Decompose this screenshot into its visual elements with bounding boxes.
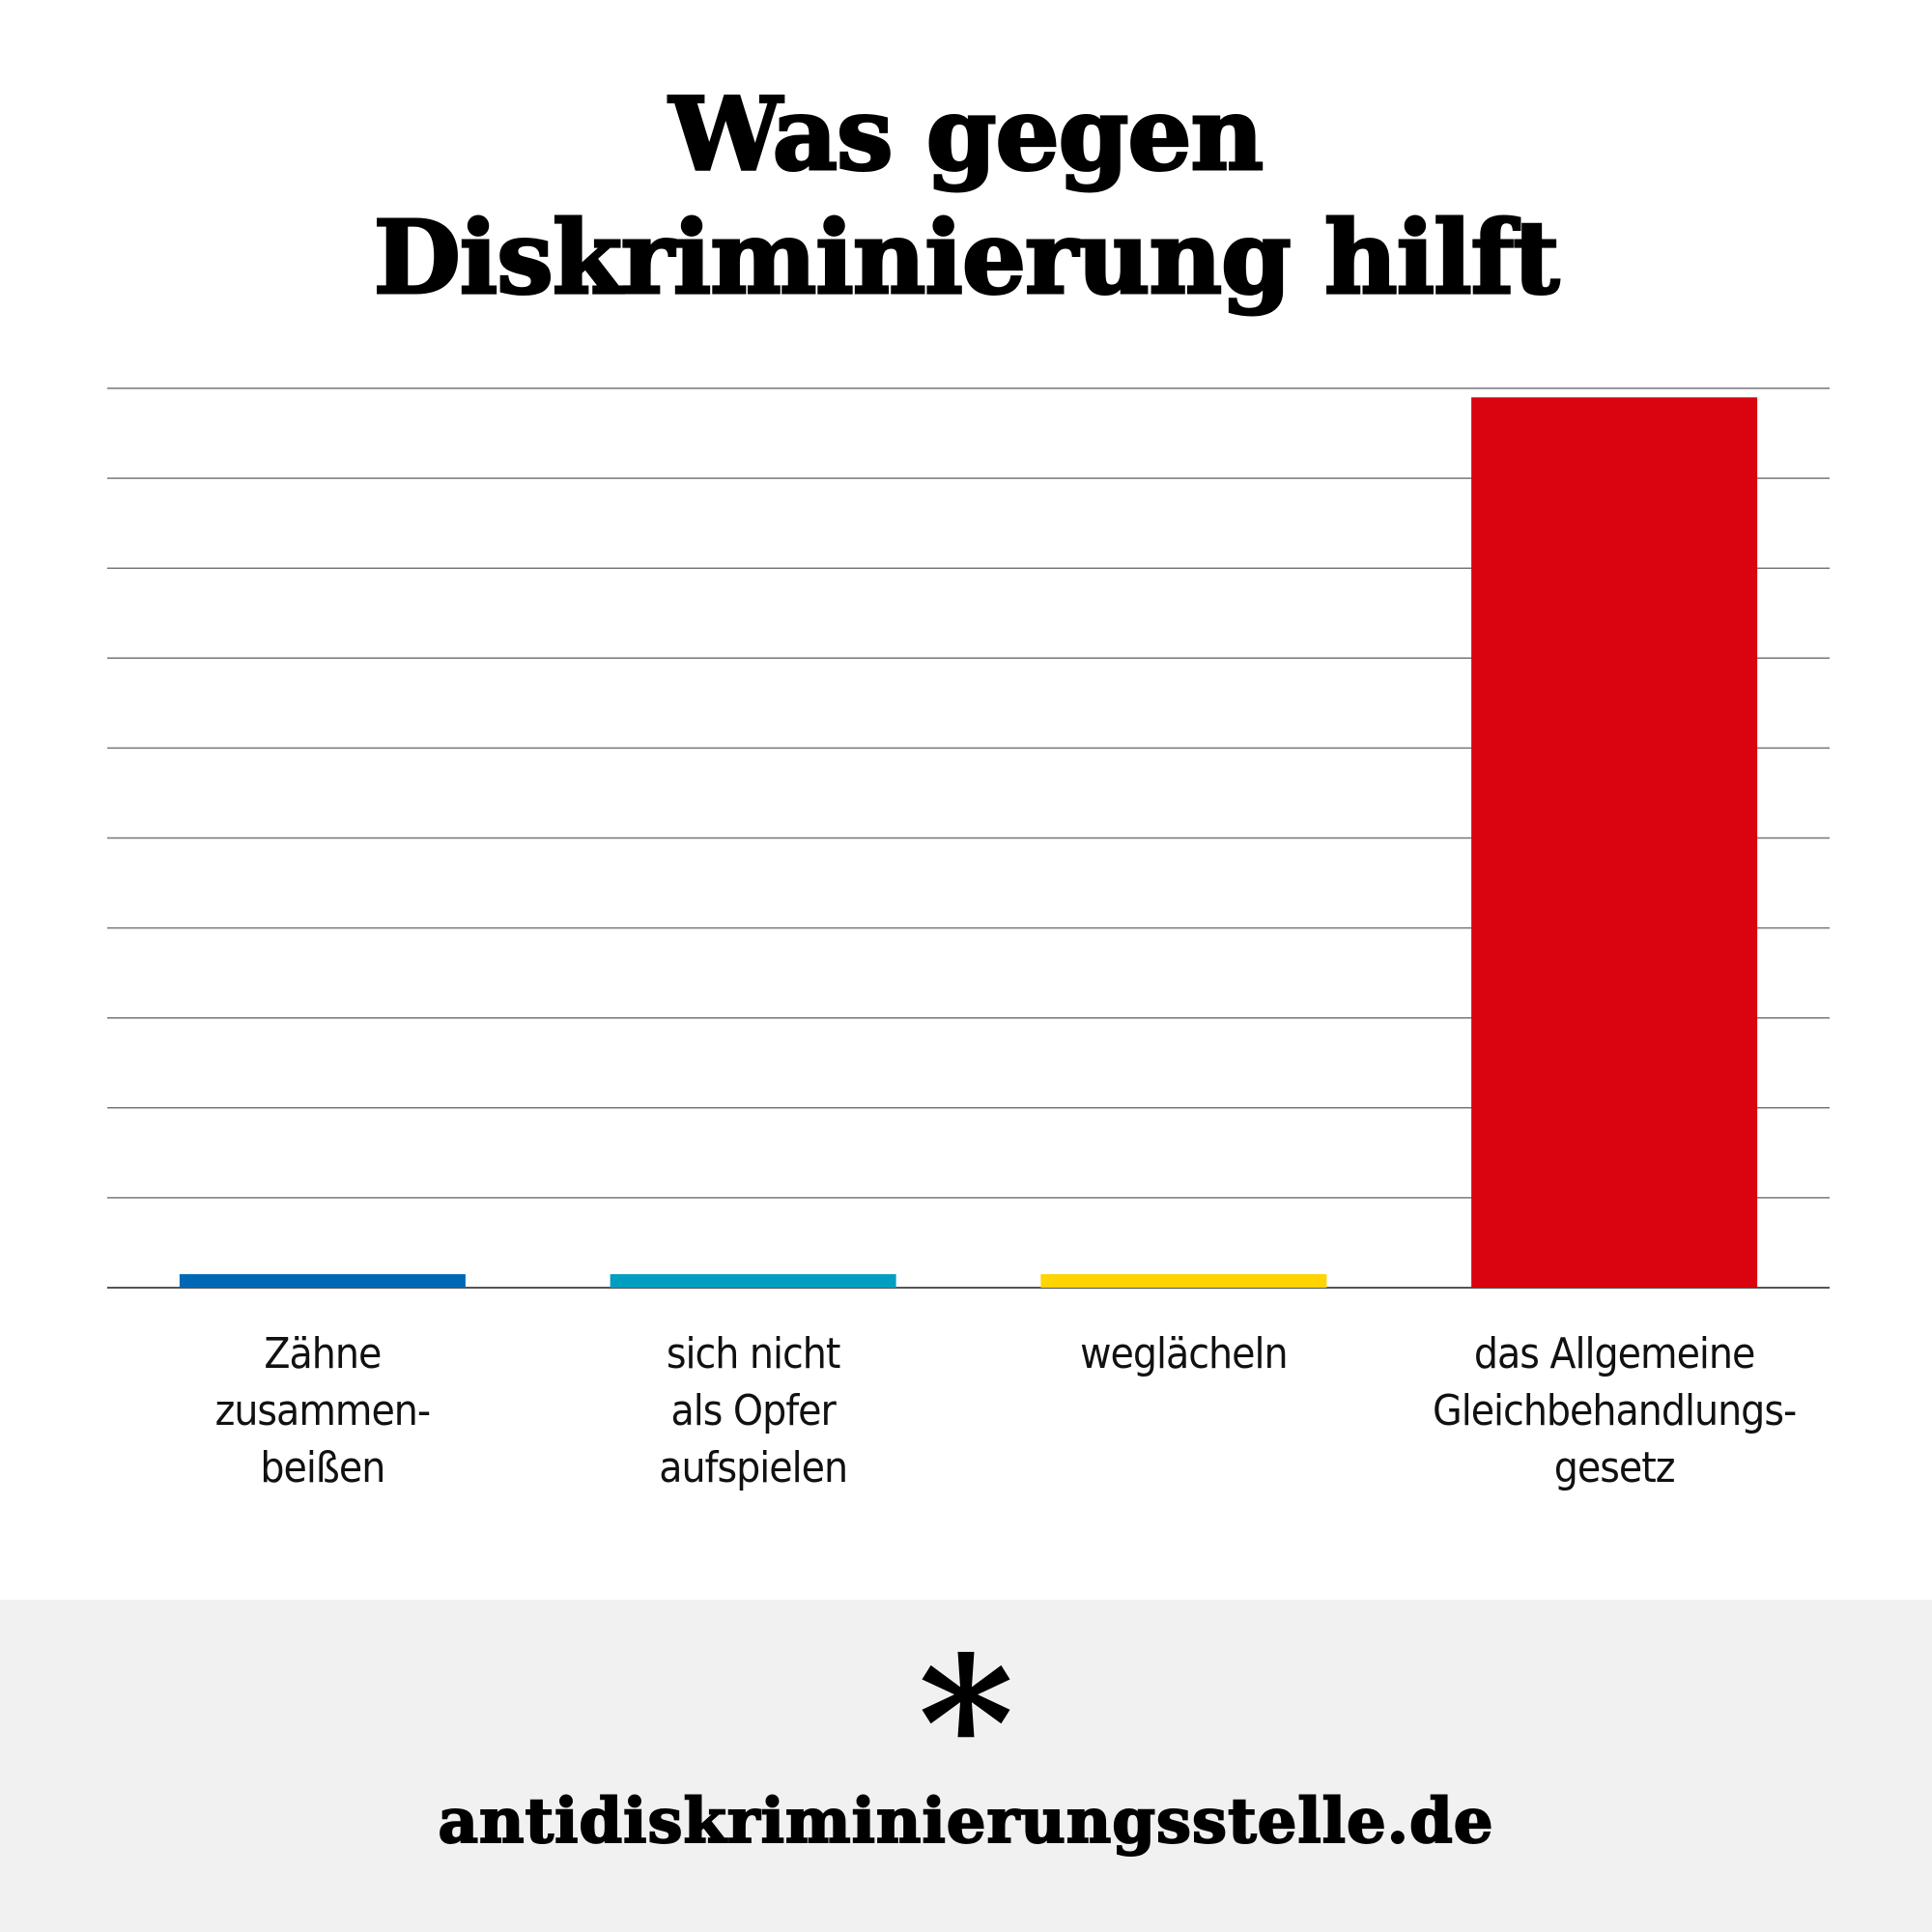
category-label-line: beißen	[260, 1443, 385, 1492]
category-label-line: Gleichbehandlungs-	[1433, 1386, 1797, 1435]
title-line-1: Was gegen	[668, 73, 1264, 195]
category-label: Zähne zusammen-beißen	[120, 1325, 526, 1496]
category-label: sich nicht als Opfer aufspielen	[551, 1325, 956, 1496]
category-label-line: sich nicht	[666, 1329, 841, 1378]
bar	[610, 1274, 896, 1288]
chart-title: Was gegen Diskriminierung hilft	[0, 72, 1932, 320]
category-label-line: Zähne	[264, 1329, 382, 1378]
category-label-line: gesetz	[1553, 1443, 1676, 1492]
category-label: das Allgemeine Gleichbehandlungs-gesetz	[1411, 1325, 1817, 1496]
category-label-line: als Opfer	[670, 1386, 836, 1435]
bar	[1471, 397, 1758, 1288]
bar-chart	[107, 387, 1830, 1289]
category-label-line: das Allgemeine	[1473, 1329, 1756, 1378]
category-label-line: zusammen-	[214, 1386, 432, 1435]
asterisk-icon: *	[918, 1616, 1014, 1832]
category-label: weglächeln	[980, 1325, 1386, 1382]
category-label-line: weglächeln	[1080, 1329, 1288, 1378]
footer-url: antidiskriminierungsstelle.de	[438, 1784, 1494, 1859]
bar	[179, 1274, 466, 1288]
category-label-line: aufspielen	[659, 1443, 848, 1492]
title-line-2: Diskriminierung hilft	[372, 197, 1561, 319]
footer	[0, 1600, 1932, 1932]
bar	[1040, 1274, 1327, 1288]
